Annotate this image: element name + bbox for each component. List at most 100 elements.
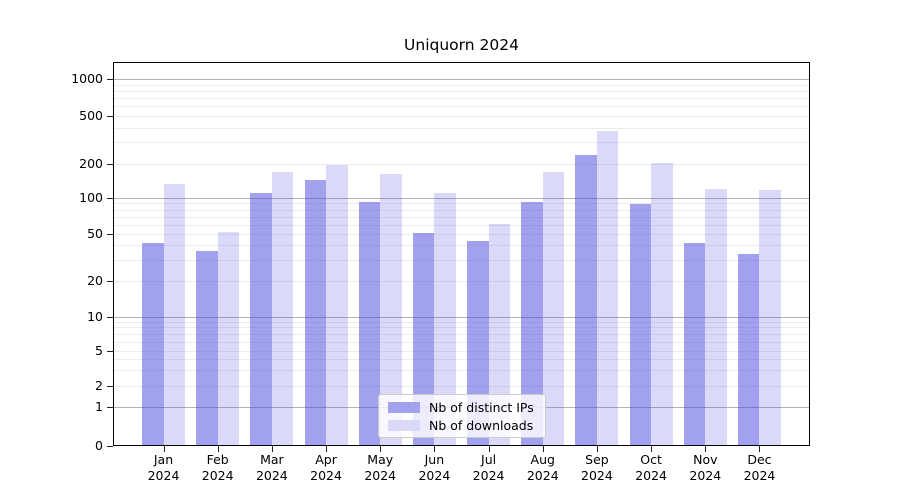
- x-tick-month: Jun: [424, 452, 445, 467]
- legend: Nb of distinct IPs Nb of downloads: [378, 394, 546, 438]
- x-tick-label: Sep 2024: [565, 452, 629, 483]
- x-tick-year: 2024: [472, 467, 505, 483]
- x-tick-year: 2024: [310, 467, 342, 483]
- x-tick-month: May: [367, 452, 394, 467]
- y-tick-label: 1000: [71, 71, 103, 86]
- bar-downloads: [163, 183, 185, 445]
- major-gridline: [114, 316, 809, 318]
- bar-downloads: [488, 224, 511, 445]
- x-tick-label: Dec 2024: [727, 452, 791, 483]
- x-tick-month: Jan: [153, 452, 174, 467]
- minor-gridline: [114, 209, 809, 211]
- plot-area: [113, 62, 810, 446]
- bar-downloads: [759, 189, 781, 445]
- legend-swatch-downloads: [388, 419, 420, 431]
- x-tick-year: 2024: [418, 467, 451, 483]
- x-tick-year: 2024: [147, 467, 180, 483]
- x-tick-label: Jan 2024: [132, 452, 196, 483]
- y-tick-mark: [107, 446, 113, 447]
- major-gridline: [114, 79, 809, 80]
- minor-gridline: [114, 385, 809, 387]
- y-tick-label: 500: [79, 108, 103, 123]
- x-tick-mark: [217, 446, 219, 452]
- minor-gridline: [114, 234, 809, 235]
- minor-gridline: [114, 341, 809, 343]
- x-tick-mark: [380, 446, 382, 452]
- x-tick-mark: [434, 446, 436, 452]
- bar-downloads: [217, 231, 240, 445]
- bar-downloads: [380, 173, 402, 445]
- legend-swatch-distinct-ips: [388, 401, 420, 413]
- x-tick-year: 2024: [255, 467, 288, 483]
- x-tick-month: Sep: [585, 452, 609, 467]
- x-tick-label: Nov 2024: [673, 452, 737, 483]
- x-tick-label: Oct 2024: [619, 452, 683, 483]
- minor-gridline: [114, 359, 809, 361]
- y-tick-mark: [107, 234, 113, 235]
- x-tick-year: 2024: [635, 467, 668, 483]
- y-tick-mark: [107, 281, 113, 282]
- x-tick-year: 2024: [201, 467, 234, 483]
- y-tick-label: 20: [87, 273, 103, 288]
- bar-downloads: [705, 188, 727, 445]
- x-tick-month: Mar: [260, 452, 284, 467]
- bar-downloads: [651, 162, 673, 445]
- x-tick-mark: [163, 446, 165, 452]
- x-tick-month: Apr: [315, 452, 337, 467]
- y-tick-label: 1: [95, 399, 103, 414]
- bar-distinct-ips: [250, 193, 272, 445]
- legend-label-downloads: Nb of downloads: [429, 417, 534, 433]
- y-tick-mark: [107, 385, 113, 387]
- y-tick-label: 200: [79, 155, 103, 171]
- y-tick-mark: [107, 163, 113, 165]
- minor-gridline: [114, 327, 809, 329]
- minor-gridline: [114, 98, 809, 100]
- x-tick-label: Jun 2024: [402, 452, 466, 483]
- minor-gridline: [114, 333, 809, 335]
- x-tick-mark: [705, 446, 707, 452]
- bar-distinct-ips: [737, 254, 760, 445]
- x-tick-label: Mar 2024: [240, 452, 304, 483]
- x-tick-mark: [759, 446, 761, 452]
- y-tick-mark: [107, 116, 113, 117]
- x-tick-month: Nov: [693, 452, 718, 467]
- x-tick-month: Dec: [747, 452, 772, 467]
- y-tick-label: 10: [87, 308, 103, 324]
- bar-distinct-ips: [683, 243, 706, 445]
- x-tick-mark: [596, 446, 598, 452]
- y-tick-label: 50: [87, 226, 103, 241]
- minor-gridline: [114, 203, 809, 205]
- x-tick-mark: [488, 446, 490, 452]
- x-tick-label: Feb 2024: [186, 452, 250, 483]
- y-tick-mark: [107, 350, 113, 352]
- x-tick-label: Apr 2024: [294, 452, 358, 483]
- minor-gridline: [114, 216, 809, 218]
- bar-downloads: [542, 172, 565, 445]
- x-tick-label: May 2024: [348, 452, 412, 483]
- y-tick-label: 100: [79, 190, 103, 205]
- y-tick-mark: [107, 407, 113, 408]
- x-tick-year: 2024: [689, 467, 722, 483]
- y-tick-mark: [107, 316, 113, 318]
- bar-distinct-ips: [467, 240, 489, 445]
- y-tick-mark: [107, 198, 113, 199]
- x-tick-year: 2024: [581, 467, 613, 483]
- minor-gridline: [114, 260, 809, 262]
- y-tick-label: 2: [95, 377, 103, 393]
- bar-distinct-ips: [142, 243, 164, 445]
- x-tick-mark: [651, 446, 653, 452]
- bar-distinct-ips: [304, 180, 327, 445]
- minor-gridline: [114, 370, 809, 371]
- legend-item-downloads: Nb of downloads: [379, 418, 545, 433]
- y-tick-mark: [107, 79, 113, 80]
- minor-gridline: [114, 224, 809, 226]
- minor-gridline: [114, 245, 809, 247]
- bar-distinct-ips: [629, 204, 652, 445]
- minor-gridline: [114, 142, 809, 144]
- bar-downloads: [326, 165, 348, 445]
- x-tick-month: Feb: [206, 452, 229, 467]
- bar-downloads: [434, 193, 456, 445]
- legend-item-distinct-ips: Nb of distinct IPs: [379, 400, 545, 415]
- y-tick-label: 5: [95, 342, 103, 358]
